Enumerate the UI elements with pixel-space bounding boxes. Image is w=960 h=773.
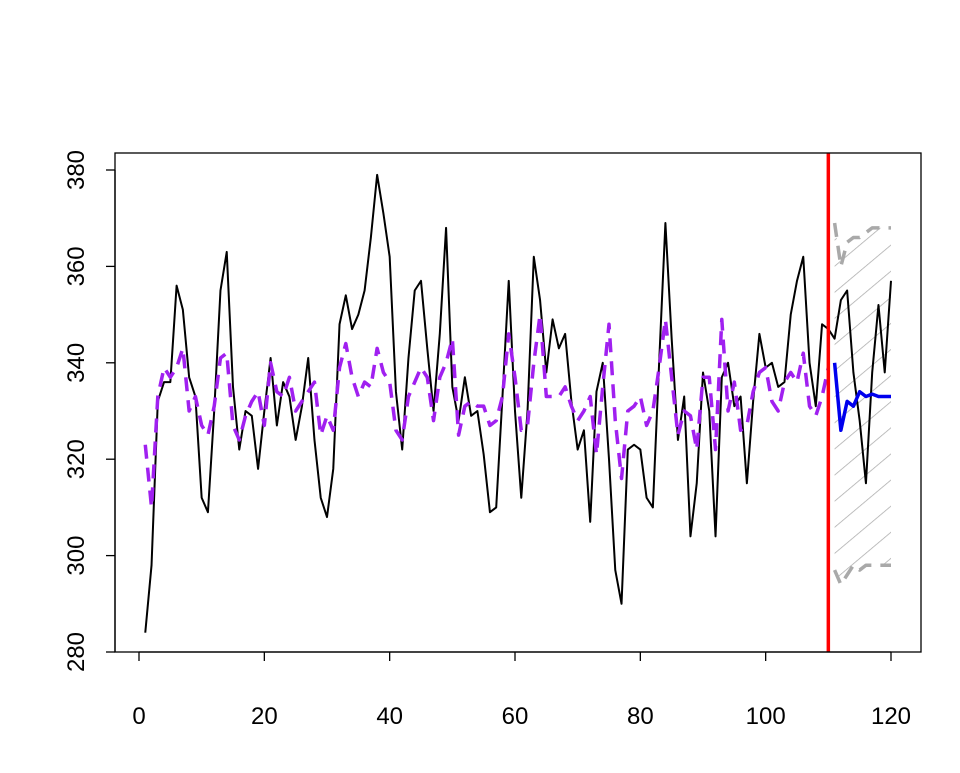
x-tick-label: 80 — [627, 703, 654, 730]
series-line-forecast — [832, 362, 891, 433]
x-tick-label: 60 — [502, 703, 529, 730]
y-tick-label: 360 — [63, 246, 90, 286]
y-tick-label: 380 — [63, 150, 90, 190]
x-tick-label: 120 — [871, 703, 911, 730]
prediction-interval-band — [834, 223, 891, 585]
x-tick-label: 40 — [376, 703, 403, 730]
series-line-lower-bound — [832, 563, 891, 587]
y-tick-label: 320 — [63, 439, 90, 479]
y-tick-label: 340 — [63, 343, 90, 383]
x-tick-label: 100 — [746, 703, 786, 730]
y-tick-label: 300 — [63, 536, 90, 576]
y-tick-label: 280 — [63, 632, 90, 672]
x-tick-label: 0 — [132, 703, 145, 730]
series-line-fitted — [143, 312, 831, 510]
x-tick-label: 20 — [251, 703, 278, 730]
series-line-upper-bound — [832, 222, 891, 269]
